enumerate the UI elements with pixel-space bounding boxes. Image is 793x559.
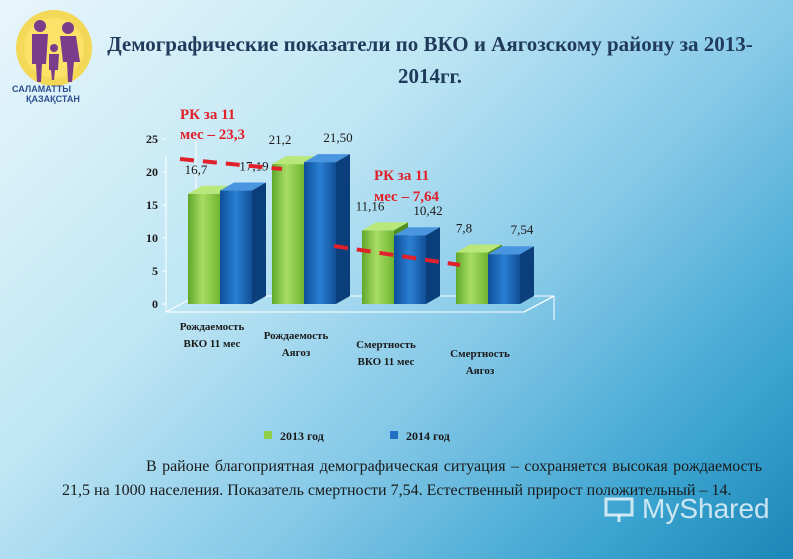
watermark-text: MyShared — [642, 493, 770, 524]
x-tick-label: Аягоз — [466, 365, 495, 377]
reference-lines — [179, 157, 461, 267]
x-tick-label: Смертность — [356, 339, 416, 351]
x-tick-label: Смертность — [450, 348, 510, 360]
value-label: 7,8 — [456, 221, 472, 236]
annotation-birth-line2: мес – 23,3 — [180, 127, 245, 143]
bar-1-0 — [220, 190, 252, 304]
x-axis-labels: Рождаемость ВКО 11 мес Рождаемость Аягоз Сме… — [180, 321, 510, 377]
family-icon — [32, 20, 80, 82]
x-tick-label: Аягоз — [282, 347, 311, 359]
annotation-birth-line1: РК за 11 — [180, 107, 235, 123]
body-paragraph: В районе благоприятная демографическая с… — [62, 455, 762, 503]
y-axis: 0 5 10 15 20 25 — [146, 132, 166, 311]
y-tick-label: 0 — [152, 297, 158, 311]
bar-side-1-3 — [520, 246, 534, 304]
bar-0-0 — [188, 193, 220, 304]
logo-line-1: САЛАМАТТЫ — [12, 84, 72, 94]
legend-swatch-2014 — [390, 431, 398, 439]
value-label: 21,50 — [323, 130, 352, 145]
y-tick-label: 5 — [152, 264, 158, 278]
presentation-icon — [604, 497, 634, 522]
value-label: 16,7 — [185, 162, 208, 177]
value-label: 10,42 — [413, 203, 442, 218]
y-tick-label: 15 — [146, 198, 158, 212]
x-tick-label: ВКО 11 мес — [358, 356, 415, 368]
bar-top-1-2 — [394, 227, 440, 236]
page-title: Демографические показатели по ВКО и Аяго… — [107, 32, 753, 88]
bar-side-1-0 — [252, 182, 266, 304]
x-tick-label: ВКО 11 мес — [184, 338, 241, 350]
logo-line-2: ҚАЗАҚСТАН — [26, 94, 80, 104]
ref-line-birth — [179, 157, 283, 171]
value-label: 21,2 — [269, 132, 292, 147]
value-label: 7,54 — [511, 222, 534, 237]
y-tick-label: 25 — [146, 132, 158, 146]
y-tick-label: 20 — [146, 165, 158, 179]
bar-1-3 — [488, 254, 520, 304]
bar-top-0-2 — [362, 222, 408, 231]
bar-side-1-1 — [336, 154, 350, 304]
legend: 2013 год 2014 год — [264, 429, 450, 443]
y-tick-label: 10 — [146, 231, 158, 245]
legend-label-2013: 2013 год — [280, 429, 324, 443]
bar-top-1-0 — [220, 182, 266, 191]
x-tick-label: Рождаемость — [264, 330, 329, 342]
annotation-death-line2: мес – 7,64 — [374, 189, 439, 205]
bar-side-1-2 — [426, 227, 440, 304]
legend-swatch-2013 — [264, 431, 272, 439]
bars — [188, 154, 534, 304]
bar-1-1 — [304, 162, 336, 304]
x-tick-label: Рождаемость — [180, 321, 245, 333]
body-text: В районе благоприятная демографическая с… — [62, 458, 762, 499]
annotation-death-line1: РК за 11 — [374, 168, 429, 184]
bar-top-0-3 — [456, 244, 502, 253]
bar-0-2 — [362, 230, 394, 304]
watermark: MyShared — [642, 493, 770, 525]
logo-text: САЛАМАТТЫ ҚАЗАҚСТАН — [12, 84, 80, 104]
bar-top-1-3 — [488, 246, 534, 255]
bar-0-1 — [272, 164, 304, 304]
value-label: 11,16 — [356, 198, 385, 213]
legend-label-2014: 2014 год — [406, 429, 450, 443]
bar-top-1-1 — [304, 154, 350, 163]
bar-1-2 — [394, 235, 426, 304]
bar-0-3 — [456, 252, 488, 304]
logo — [16, 10, 92, 86]
